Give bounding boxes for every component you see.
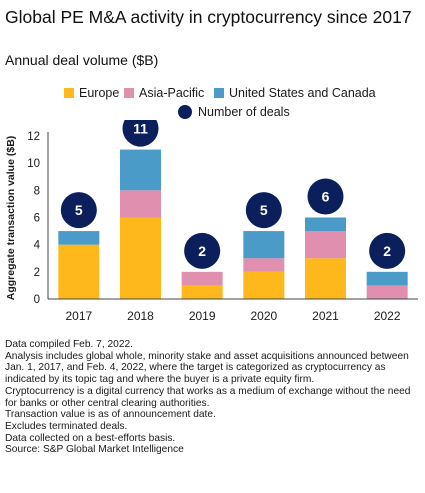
y-tick-label: 8 bbox=[34, 185, 40, 197]
footnote-line: Analysis includes global whole, minority… bbox=[5, 350, 409, 386]
bar-segment-us bbox=[243, 231, 285, 259]
bar-segment-us bbox=[120, 149, 161, 191]
bar-segment-europe bbox=[305, 258, 346, 299]
footnote-line: Cryptocurrency is a digital currency tha… bbox=[5, 385, 411, 409]
deal-count-marker bbox=[307, 178, 344, 215]
legend-item-us-canada: United States and Canada bbox=[214, 86, 376, 100]
y-tick-label: 6 bbox=[34, 213, 40, 225]
y-tick-label: 10 bbox=[27, 158, 40, 170]
footnote-line: Transaction value is as of announcement … bbox=[5, 409, 216, 421]
legend-label-deals: Number of deals bbox=[198, 105, 290, 119]
x-tick-label: 2020 bbox=[250, 309, 277, 323]
bars-group bbox=[58, 149, 408, 299]
deal-count-marker bbox=[60, 192, 97, 229]
legend-swatch-europe bbox=[64, 88, 74, 98]
bar-segment-us bbox=[58, 231, 100, 245]
bar-segment-asia bbox=[366, 285, 408, 299]
deal-count-markers: 5 11 2 5 6 2 bbox=[60, 120, 406, 269]
chart-title: Global PE M&A activity in cryptocurrency… bbox=[5, 7, 412, 27]
legend-marker-deals bbox=[178, 105, 192, 119]
y-axis: 0 2 4 6 8 10 12 bbox=[27, 131, 49, 306]
legend-swatch-asia-pacific bbox=[124, 88, 134, 98]
deal-count-label: 11 bbox=[133, 121, 148, 137]
y-tick-label: 4 bbox=[34, 240, 41, 252]
x-tick-label: 2021 bbox=[312, 309, 339, 323]
bar-segment-asia bbox=[305, 231, 346, 259]
footnote-line: Source: S&P Global Market Intelligence bbox=[5, 444, 184, 456]
bar-segment-europe bbox=[243, 271, 285, 299]
x-tick-label: 2019 bbox=[189, 309, 216, 323]
y-tick-label: 12 bbox=[27, 131, 40, 143]
legend-label-asia-pacific: Asia-Pacific bbox=[139, 86, 205, 100]
deal-count-label: 5 bbox=[75, 202, 83, 218]
bar-segment-asia bbox=[243, 258, 285, 272]
footnote-line: Data collected on a best-efforts basis. bbox=[5, 432, 176, 444]
y-axis-label: Aggregate transaction value ($B) bbox=[5, 136, 17, 301]
bar-segment-europe bbox=[58, 244, 100, 299]
bar-segment-europe bbox=[181, 285, 223, 299]
deal-count-label: 5 bbox=[260, 202, 268, 218]
deal-count-label: 2 bbox=[383, 243, 391, 259]
x-tick-label: 2022 bbox=[374, 309, 401, 323]
x-axis: 2017 2018 2019 2020 2021 2022 bbox=[48, 298, 418, 323]
y-tick-label: 0 bbox=[34, 294, 40, 306]
legend-item-asia-pacific: Asia-Pacific bbox=[124, 86, 204, 100]
deal-count-marker bbox=[369, 232, 406, 269]
legend-swatch-us-canada bbox=[214, 88, 224, 98]
y-tick-label: 2 bbox=[34, 267, 40, 279]
deal-count-label: 6 bbox=[322, 189, 330, 205]
bar-segment-us bbox=[366, 271, 408, 286]
deal-count-marker bbox=[184, 232, 221, 269]
stacked-bar-chart: Aggregate transaction value ($B) 0 2 4 6 8 10… bbox=[5, 120, 418, 323]
bar-segment-us bbox=[305, 217, 346, 232]
x-tick-label: 2017 bbox=[65, 309, 92, 323]
footnote-line: Data compiled Feb. 7, 2022. bbox=[5, 339, 133, 350]
x-tick-label: 2018 bbox=[127, 309, 154, 323]
chart-subtitle: Annual deal volume ($B) bbox=[5, 52, 159, 68]
footnote-line: Excludes terminated deals. bbox=[5, 420, 128, 432]
legend-label-us-canada: United States and Canada bbox=[229, 86, 376, 100]
bar-segment-europe bbox=[120, 217, 161, 299]
bar-segment-asia bbox=[181, 271, 223, 286]
deal-count-marker bbox=[122, 120, 159, 147]
legend-item-europe: Europe bbox=[64, 86, 119, 100]
bar-segment-asia bbox=[120, 190, 161, 218]
legend-item-deals: Number of deals bbox=[178, 105, 290, 119]
legend-label-europe: Europe bbox=[79, 86, 120, 100]
deal-count-label: 2 bbox=[198, 243, 206, 259]
footnotes: Data compiled Feb. 7, 2022. Analysis incl… bbox=[5, 339, 423, 456]
deal-count-marker bbox=[245, 192, 282, 229]
